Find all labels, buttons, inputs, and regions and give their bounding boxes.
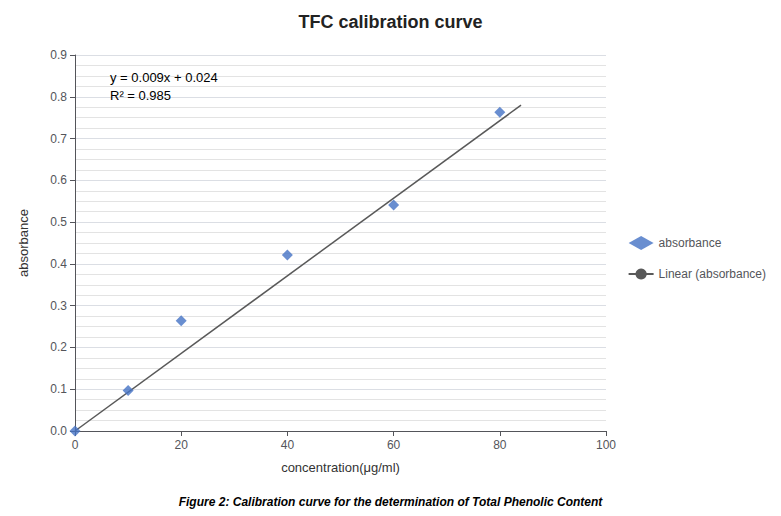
svg-text:100: 100	[596, 438, 616, 452]
svg-text:0.2: 0.2	[50, 340, 67, 354]
svg-text:0: 0	[72, 438, 79, 452]
svg-text:0.7: 0.7	[50, 132, 67, 146]
svg-text:TFC calibration curve: TFC calibration curve	[298, 12, 482, 32]
svg-text:60: 60	[387, 438, 401, 452]
svg-text:R² = 0.985: R² = 0.985	[110, 88, 171, 103]
svg-text:40: 40	[281, 438, 295, 452]
svg-text:0.4: 0.4	[50, 257, 67, 271]
svg-text:y = 0.009x + 0.024: y = 0.009x + 0.024	[110, 70, 218, 85]
svg-text:0.9: 0.9	[50, 48, 67, 62]
svg-text:concentration(μg/ml): concentration(μg/ml)	[281, 460, 400, 475]
svg-text:0.6: 0.6	[50, 173, 67, 187]
svg-text:0.3: 0.3	[50, 299, 67, 313]
svg-text:20: 20	[175, 438, 189, 452]
svg-text:absorbance: absorbance	[16, 209, 31, 277]
svg-text:Linear (absorbance): Linear (absorbance)	[659, 267, 766, 281]
svg-text:0.1: 0.1	[50, 382, 67, 396]
svg-text:80: 80	[493, 438, 507, 452]
svg-text:0.0: 0.0	[50, 424, 67, 438]
svg-text:0.5: 0.5	[50, 215, 67, 229]
svg-text:Figure 2: Calibration curve fo: Figure 2: Calibration curve for the dete…	[179, 495, 604, 509]
svg-text:absorbance: absorbance	[659, 236, 722, 250]
svg-text:0.8: 0.8	[50, 90, 67, 104]
